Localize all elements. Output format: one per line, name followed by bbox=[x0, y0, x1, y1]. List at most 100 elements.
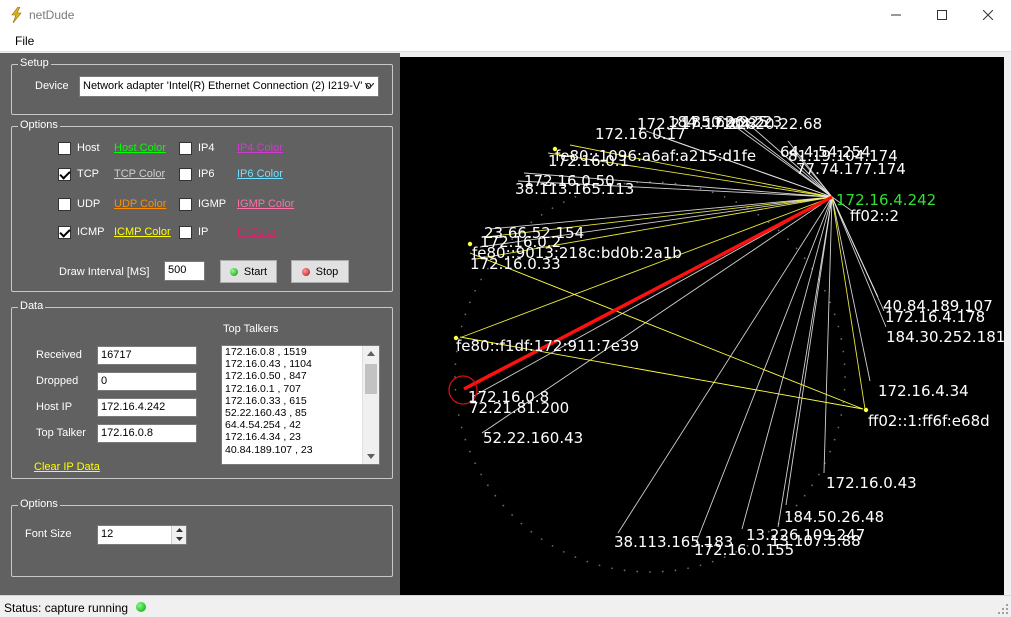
node-label: 23.66.52.154 bbox=[484, 224, 584, 242]
ip4-checkbox[interactable] bbox=[179, 142, 192, 155]
network-graph-canvas[interactable]: 184.50.26.25 172.16.0.17 172.217.17.228 104… bbox=[400, 57, 1005, 595]
received-field[interactable]: 16717 bbox=[97, 346, 197, 365]
start-button[interactable]: Start bbox=[220, 260, 277, 283]
igmp-color-link[interactable]: IGMP Color bbox=[237, 198, 295, 210]
icmp-color-link[interactable]: ICMP Color bbox=[114, 226, 171, 238]
device-select[interactable]: Network adapter 'Intel(R) Ethernet Conne… bbox=[79, 76, 379, 97]
device-label: Device bbox=[35, 80, 69, 92]
igmp-label: IGMP bbox=[198, 198, 227, 210]
top-talker-field[interactable]: 172.16.0.8 bbox=[97, 424, 197, 443]
ip-checkbox[interactable] bbox=[179, 226, 192, 239]
udp-label: UDP bbox=[77, 198, 101, 210]
connection-line bbox=[475, 196, 833, 260]
scroll-thumb[interactable] bbox=[365, 364, 377, 394]
host-label: Host bbox=[77, 142, 100, 154]
font-size-stepper[interactable]: 12 bbox=[97, 525, 187, 545]
ring-dot bbox=[674, 569, 677, 572]
node-label: 52.22.160.43 bbox=[483, 429, 583, 447]
connection-line bbox=[721, 116, 833, 198]
ring-dot bbox=[455, 350, 458, 353]
top-talkers-list[interactable]: 172.16.0.8 , 1519 172.16.0.43 , 1104 172.1… bbox=[221, 345, 380, 465]
dropped-field[interactable]: 0 bbox=[97, 372, 197, 391]
clear-ip-data-link[interactable]: Clear IP Data bbox=[34, 461, 100, 473]
ring-dot bbox=[786, 513, 789, 516]
udp-checkbox[interactable] bbox=[58, 198, 71, 211]
ring-dot bbox=[480, 278, 483, 281]
list-item[interactable]: 172.16.0.33 , 615 bbox=[225, 394, 307, 407]
green-led-icon bbox=[229, 267, 238, 276]
ring-dot bbox=[795, 504, 798, 507]
top-talkers-scrollbar[interactable] bbox=[362, 346, 379, 464]
ring-dot bbox=[574, 195, 577, 198]
maximize-button[interactable] bbox=[919, 0, 965, 30]
node-label: ff02::2 bbox=[850, 207, 899, 225]
stepper-buttons[interactable] bbox=[171, 526, 186, 544]
list-item[interactable]: 172.16.0.1 , 707 bbox=[225, 382, 301, 395]
close-button[interactable] bbox=[965, 0, 1011, 30]
host-color-link[interactable]: Host Color bbox=[114, 142, 166, 154]
connection-line bbox=[831, 196, 853, 212]
ip6-checkbox[interactable] bbox=[179, 168, 192, 181]
tcp-checkbox[interactable] bbox=[58, 168, 71, 181]
node-label: ff02::1:ff6f:e68d bbox=[868, 412, 990, 430]
data-legend: Data bbox=[18, 300, 46, 312]
connection-line bbox=[459, 336, 864, 410]
scroll-up-icon[interactable] bbox=[367, 351, 375, 356]
ring-dot bbox=[649, 571, 651, 573]
node-label: 172.16.4.178 bbox=[885, 308, 985, 326]
ring-dot bbox=[735, 201, 738, 204]
ring-dot bbox=[723, 556, 726, 559]
node-label: 72.21.81.200 bbox=[469, 399, 569, 417]
resize-grip-icon[interactable] bbox=[998, 604, 1008, 614]
ring-dot bbox=[574, 556, 577, 559]
tcp-color-link[interactable]: TCP Color bbox=[114, 168, 166, 180]
font-options-group: Options Font Size 12 bbox=[11, 498, 393, 577]
connection-line bbox=[645, 130, 833, 198]
connection-line bbox=[489, 196, 833, 230]
host-checkbox[interactable] bbox=[58, 142, 71, 155]
node-label: 172.16.0.50 bbox=[524, 172, 615, 190]
host-ip-field[interactable]: 172.16.4.242 bbox=[97, 398, 197, 417]
step-up-icon[interactable] bbox=[176, 528, 183, 532]
list-item[interactable]: 52.22.160.43 , 85 bbox=[225, 407, 307, 420]
ring-dot bbox=[823, 289, 826, 292]
node-label: 172.16.0.1 bbox=[548, 152, 629, 170]
ring-dot bbox=[837, 325, 840, 328]
connection-line bbox=[617, 196, 833, 534]
received-label: Received bbox=[36, 349, 82, 361]
stop-button[interactable]: Stop bbox=[291, 260, 349, 283]
menu-file[interactable]: File bbox=[15, 34, 35, 48]
list-item[interactable]: 172.16.0.43 , 1104 bbox=[225, 358, 312, 371]
list-item[interactable]: 172.16.4.34 , 23 bbox=[225, 431, 301, 444]
font-size-label: Font Size bbox=[25, 528, 72, 540]
ring-dot bbox=[711, 191, 714, 194]
ring-dot bbox=[786, 238, 789, 241]
window-title: netDude bbox=[29, 8, 75, 22]
top-talker-connection bbox=[463, 195, 833, 391]
ip-color-link[interactable]: IP Color bbox=[237, 226, 277, 238]
list-item[interactable]: 40.84.189.107 , 23 bbox=[225, 443, 313, 456]
list-item[interactable]: 172.16.0.50 , 847 bbox=[225, 370, 307, 383]
setup-legend: Setup bbox=[18, 57, 51, 69]
ring-dot bbox=[586, 191, 589, 194]
minimize-button[interactable] bbox=[873, 0, 919, 30]
ring-dot bbox=[842, 401, 845, 404]
device-select-value: Network adapter 'Intel(R) Ethernet Conne… bbox=[83, 80, 372, 92]
ring-dot bbox=[562, 201, 565, 204]
igmp-checkbox[interactable] bbox=[179, 198, 192, 211]
scroll-down-icon[interactable] bbox=[367, 454, 375, 459]
chevron-down-icon bbox=[365, 83, 374, 89]
list-item[interactable]: 172.16.0.8 , 1519 bbox=[225, 346, 307, 358]
step-down-icon[interactable] bbox=[176, 537, 183, 541]
ip4-color-link[interactable]: IP4 Color bbox=[237, 142, 283, 154]
ip6-color-link[interactable]: IP6 Color bbox=[237, 168, 283, 180]
connection-line bbox=[469, 252, 864, 410]
draw-interval-input[interactable]: 500 bbox=[164, 261, 205, 281]
list-item[interactable]: 64.4.54.254 , 42 bbox=[225, 419, 301, 432]
ring-dot bbox=[511, 238, 514, 241]
icmp-checkbox[interactable] bbox=[58, 226, 71, 239]
ring-dot bbox=[746, 544, 749, 547]
ring-dot bbox=[687, 567, 689, 570]
udp-color-link[interactable]: UDP Color bbox=[114, 198, 167, 210]
ring-dot bbox=[833, 313, 836, 316]
